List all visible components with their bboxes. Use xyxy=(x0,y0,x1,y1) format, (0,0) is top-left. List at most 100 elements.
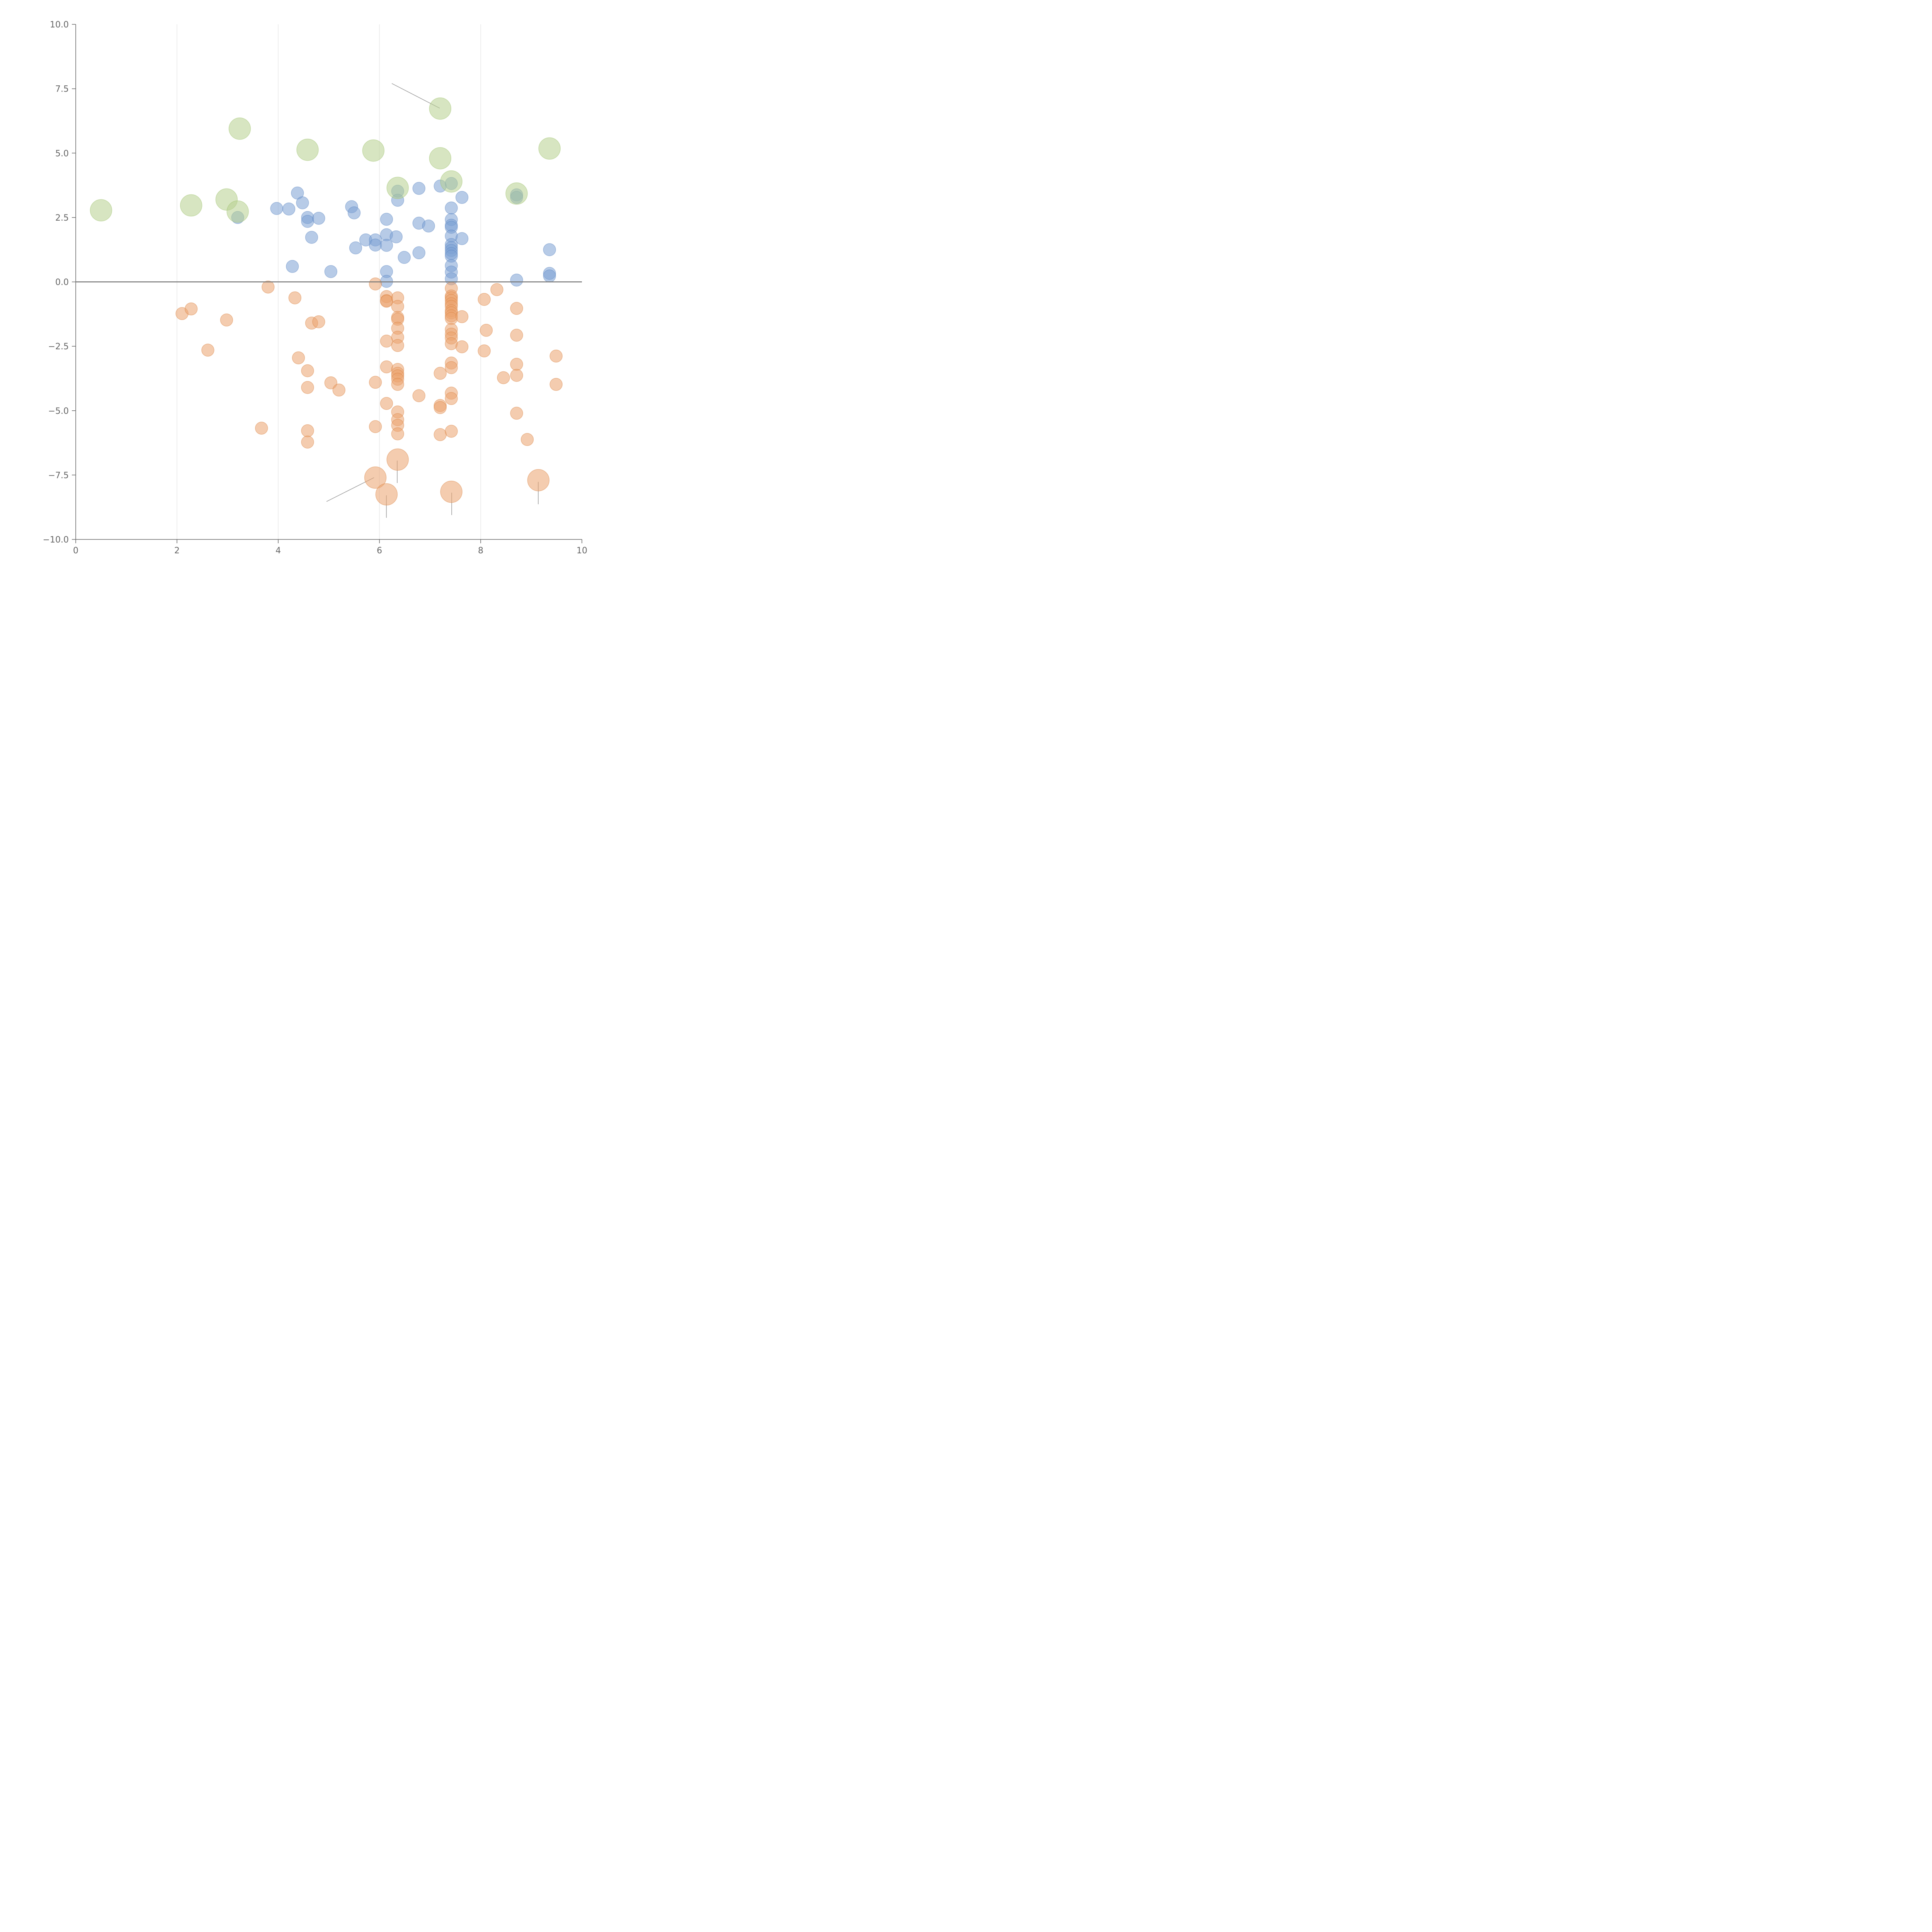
data-point xyxy=(380,239,393,252)
data-point xyxy=(412,246,425,259)
data-point xyxy=(296,196,309,209)
data-point xyxy=(362,139,385,162)
x-tick-label: 10 xyxy=(577,546,587,556)
series-blue xyxy=(231,177,556,288)
data-point xyxy=(380,213,393,226)
leader-lines xyxy=(326,83,539,518)
data-point xyxy=(332,383,345,397)
data-point xyxy=(220,313,233,327)
data-point xyxy=(369,238,382,252)
x-tick-label: 2 xyxy=(174,546,180,556)
data-point xyxy=(380,335,393,348)
data-point xyxy=(478,293,491,306)
x-tick-label: 4 xyxy=(276,546,281,556)
data-point xyxy=(386,448,409,471)
x-tick-label: 8 xyxy=(478,546,483,556)
y-tick-label: 5.0 xyxy=(55,149,69,158)
data-point xyxy=(380,294,393,308)
data-point xyxy=(422,219,435,233)
data-point xyxy=(364,466,387,489)
data-point xyxy=(270,202,283,215)
data-point xyxy=(369,277,382,291)
y-tick-label: −7.5 xyxy=(48,471,69,480)
data-point xyxy=(549,349,563,363)
data-points xyxy=(90,97,563,506)
data-point xyxy=(391,300,404,313)
data-point xyxy=(301,364,314,378)
series-orange-large xyxy=(364,448,550,506)
scatter-chart: 0 2 4 6 8 10 −10.0 −7.5 −5.0 −2.5 0.0 2.5 5.0 7.5 10.… xyxy=(43,20,587,556)
data-point xyxy=(455,232,469,245)
data-point xyxy=(286,260,299,273)
data-point xyxy=(386,177,409,199)
data-point xyxy=(445,312,458,325)
data-point xyxy=(391,378,404,391)
data-point xyxy=(455,310,469,323)
data-point xyxy=(380,360,393,374)
y-tick-label: −10.0 xyxy=(43,535,69,545)
series-green xyxy=(90,97,561,223)
data-point xyxy=(510,302,523,315)
data-point xyxy=(369,420,382,433)
data-point xyxy=(478,344,491,357)
data-point xyxy=(520,433,534,446)
data-point xyxy=(301,424,314,437)
data-point xyxy=(543,269,556,282)
data-point xyxy=(429,147,451,170)
data-point xyxy=(228,117,251,140)
data-point xyxy=(538,137,561,160)
data-point xyxy=(288,291,301,304)
data-point xyxy=(398,251,411,264)
data-point xyxy=(510,274,523,287)
data-point xyxy=(375,483,398,506)
data-point xyxy=(301,435,314,449)
data-point xyxy=(549,378,563,391)
data-point xyxy=(324,376,337,389)
data-point xyxy=(440,480,463,503)
data-point xyxy=(445,201,458,214)
data-point xyxy=(301,381,314,394)
data-point xyxy=(184,302,198,316)
data-point xyxy=(380,275,393,288)
data-point xyxy=(505,182,528,205)
data-point xyxy=(412,182,425,195)
data-point xyxy=(434,401,447,414)
y-tick-label: 0.0 xyxy=(55,278,69,287)
data-point xyxy=(527,469,550,492)
data-point xyxy=(347,206,361,219)
data-point xyxy=(180,194,202,217)
data-point xyxy=(455,340,469,354)
data-point xyxy=(349,241,362,255)
data-point xyxy=(440,170,463,193)
data-point xyxy=(291,186,304,200)
data-point xyxy=(262,281,275,294)
y-tick-label: −5.0 xyxy=(48,406,69,416)
data-point xyxy=(391,339,404,352)
data-point xyxy=(510,358,523,371)
data-point xyxy=(301,215,314,228)
y-tick-label: 7.5 xyxy=(55,85,69,94)
y-tick-label: 2.5 xyxy=(55,213,69,223)
data-point xyxy=(292,351,305,364)
data-point xyxy=(391,427,404,440)
data-point xyxy=(312,315,325,328)
data-point xyxy=(543,243,556,256)
y-tick-label: −2.5 xyxy=(48,342,69,352)
data-point xyxy=(510,328,523,342)
x-tick-label: 6 xyxy=(377,546,382,556)
data-point xyxy=(510,406,523,420)
x-axis-ticks: 0 2 4 6 8 10 xyxy=(73,539,587,556)
data-point xyxy=(480,324,493,337)
data-point xyxy=(412,389,425,402)
data-point xyxy=(226,200,249,223)
data-point xyxy=(201,344,214,357)
data-point xyxy=(429,97,451,120)
data-point xyxy=(497,371,510,384)
data-point xyxy=(369,376,382,389)
x-tick-label: 0 xyxy=(73,546,78,556)
y-axis-ticks: −10.0 −7.5 −5.0 −2.5 0.0 2.5 5.0 7.5 10.0 xyxy=(43,20,76,545)
y-tick-label: 10.0 xyxy=(50,20,69,30)
data-point xyxy=(90,199,112,221)
data-point xyxy=(510,369,523,382)
data-point xyxy=(455,191,469,204)
